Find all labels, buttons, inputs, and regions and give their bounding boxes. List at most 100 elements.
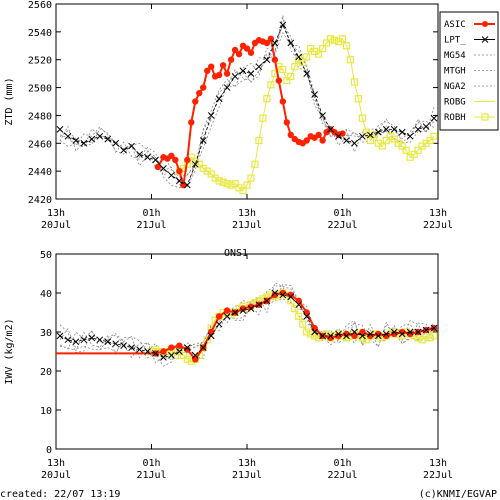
- lpt-marker: [160, 353, 167, 361]
- lpt-marker: [406, 132, 414, 140]
- lpt-marker: [183, 181, 191, 189]
- lpt-marker: [104, 338, 112, 346]
- plot-frame: [55, 253, 439, 450]
- asic-marker: [184, 156, 191, 164]
- asic-marker: [231, 46, 239, 54]
- y-tick-label: 2500: [28, 84, 52, 95]
- legend-entry-label: LPT_: [444, 36, 466, 46]
- iwv-chart-title: ONS1: [224, 248, 248, 259]
- x-tick-date-label: 22Jul: [327, 470, 357, 481]
- lpt-marker: [430, 114, 438, 122]
- credit-label: (c)KNMI/EGVAP: [419, 489, 497, 500]
- created-label: created: 22/07 13:19: [0, 489, 120, 500]
- lpt-marker: [382, 126, 390, 133]
- lpt-marker: [120, 342, 127, 350]
- asic-marker: [247, 49, 255, 56]
- gray-series-line: [59, 17, 435, 189]
- robh-marker: [307, 330, 315, 338]
- robh-marker: [259, 114, 267, 122]
- lpt-marker: [287, 293, 295, 301]
- asic-marker: [279, 98, 287, 105]
- asic-marker: [219, 62, 227, 69]
- asic-marker: [176, 167, 183, 175]
- robh-marker: [299, 320, 307, 328]
- lpt-marker: [80, 139, 88, 147]
- lpt-marker: [144, 348, 151, 355]
- robh-marker: [322, 39, 331, 47]
- robh-marker: [354, 95, 363, 103]
- asic-marker: [196, 89, 203, 97]
- lpt-marker: [374, 128, 382, 136]
- lpt-marker: [56, 126, 64, 133]
- lpt-marker: [56, 332, 64, 340]
- lpt-marker: [287, 39, 295, 47]
- robh-marker: [430, 332, 438, 340]
- asic-marker: [204, 67, 211, 75]
- lpt-marker: [128, 142, 135, 150]
- y-axis-label: ZTD (mm): [4, 77, 15, 125]
- x-tick-label: 01h: [142, 208, 160, 219]
- y-tick-label: 50: [40, 250, 52, 261]
- y-tick-label: 2440: [28, 167, 52, 178]
- robh-marker: [299, 58, 307, 67]
- lpt-marker: [207, 332, 215, 340]
- lpt-marker: [303, 313, 311, 320]
- robh-marker: [207, 170, 215, 178]
- y-tick-label: 30: [40, 328, 52, 339]
- x-tick-label: 13h: [238, 458, 256, 469]
- robh-marker: [195, 160, 203, 168]
- asic-marker: [223, 70, 231, 77]
- robh-marker: [346, 56, 355, 64]
- lpt-marker: [64, 336, 72, 344]
- asic-marker: [303, 137, 310, 144]
- robh-marker: [382, 136, 390, 145]
- asic-marker: [154, 163, 162, 171]
- robh-marker: [410, 150, 418, 159]
- lpt-marker: [279, 291, 287, 299]
- lpt-marker: [136, 346, 143, 353]
- lpt-marker: [239, 67, 247, 75]
- asic-marker: [287, 131, 294, 139]
- robh-marker: [338, 35, 347, 43]
- lpt-marker: [191, 160, 199, 168]
- robh-marker: [390, 135, 398, 143]
- y-tick-label: 2520: [28, 56, 52, 67]
- x-tick-label: 13h: [47, 208, 65, 219]
- lpt-marker: [390, 328, 398, 336]
- robh-marker: [378, 142, 386, 150]
- lpt-marker: [359, 132, 366, 140]
- lpt-marker: [168, 352, 175, 359]
- y-tick-label: 2560: [28, 0, 52, 11]
- x-tick-date-label: 21Jul: [136, 470, 166, 481]
- lpt-marker: [414, 126, 422, 133]
- asic-marker: [239, 305, 247, 312]
- lpt-marker: [271, 289, 279, 297]
- robh-marker: [430, 132, 438, 140]
- ztd-plot: 2420244024602480250025202540256013h20Jul…: [4, 0, 453, 231]
- lpt-marker: [215, 95, 223, 103]
- lpt-marker: [191, 352, 199, 359]
- robh-marker: [255, 136, 263, 145]
- y-tick-label: 0: [46, 445, 52, 456]
- y-tick-label: 40: [40, 289, 52, 300]
- asic-marker: [223, 307, 231, 314]
- asic-marker: [287, 291, 294, 299]
- gray-series-line: [59, 31, 435, 183]
- lpt-marker: [335, 330, 342, 338]
- x-tick-label: 01h: [333, 208, 351, 219]
- robh-marker: [303, 53, 311, 61]
- lpt-marker: [422, 326, 430, 334]
- robh-marker: [342, 42, 351, 50]
- robh-marker: [362, 128, 370, 136]
- lpt-marker: [422, 123, 430, 130]
- lpt-line: [59, 292, 435, 358]
- lpt-marker: [231, 73, 239, 80]
- asic-marker: [339, 130, 346, 137]
- x-tick-date-label: 22Jul: [327, 220, 357, 231]
- lpt-marker: [247, 70, 255, 77]
- legend-entry-label: ROBH: [444, 113, 466, 123]
- robh-marker: [219, 178, 227, 186]
- lpt-marker: [263, 56, 271, 64]
- robh-marker: [426, 136, 434, 145]
- lpt-marker: [319, 112, 326, 119]
